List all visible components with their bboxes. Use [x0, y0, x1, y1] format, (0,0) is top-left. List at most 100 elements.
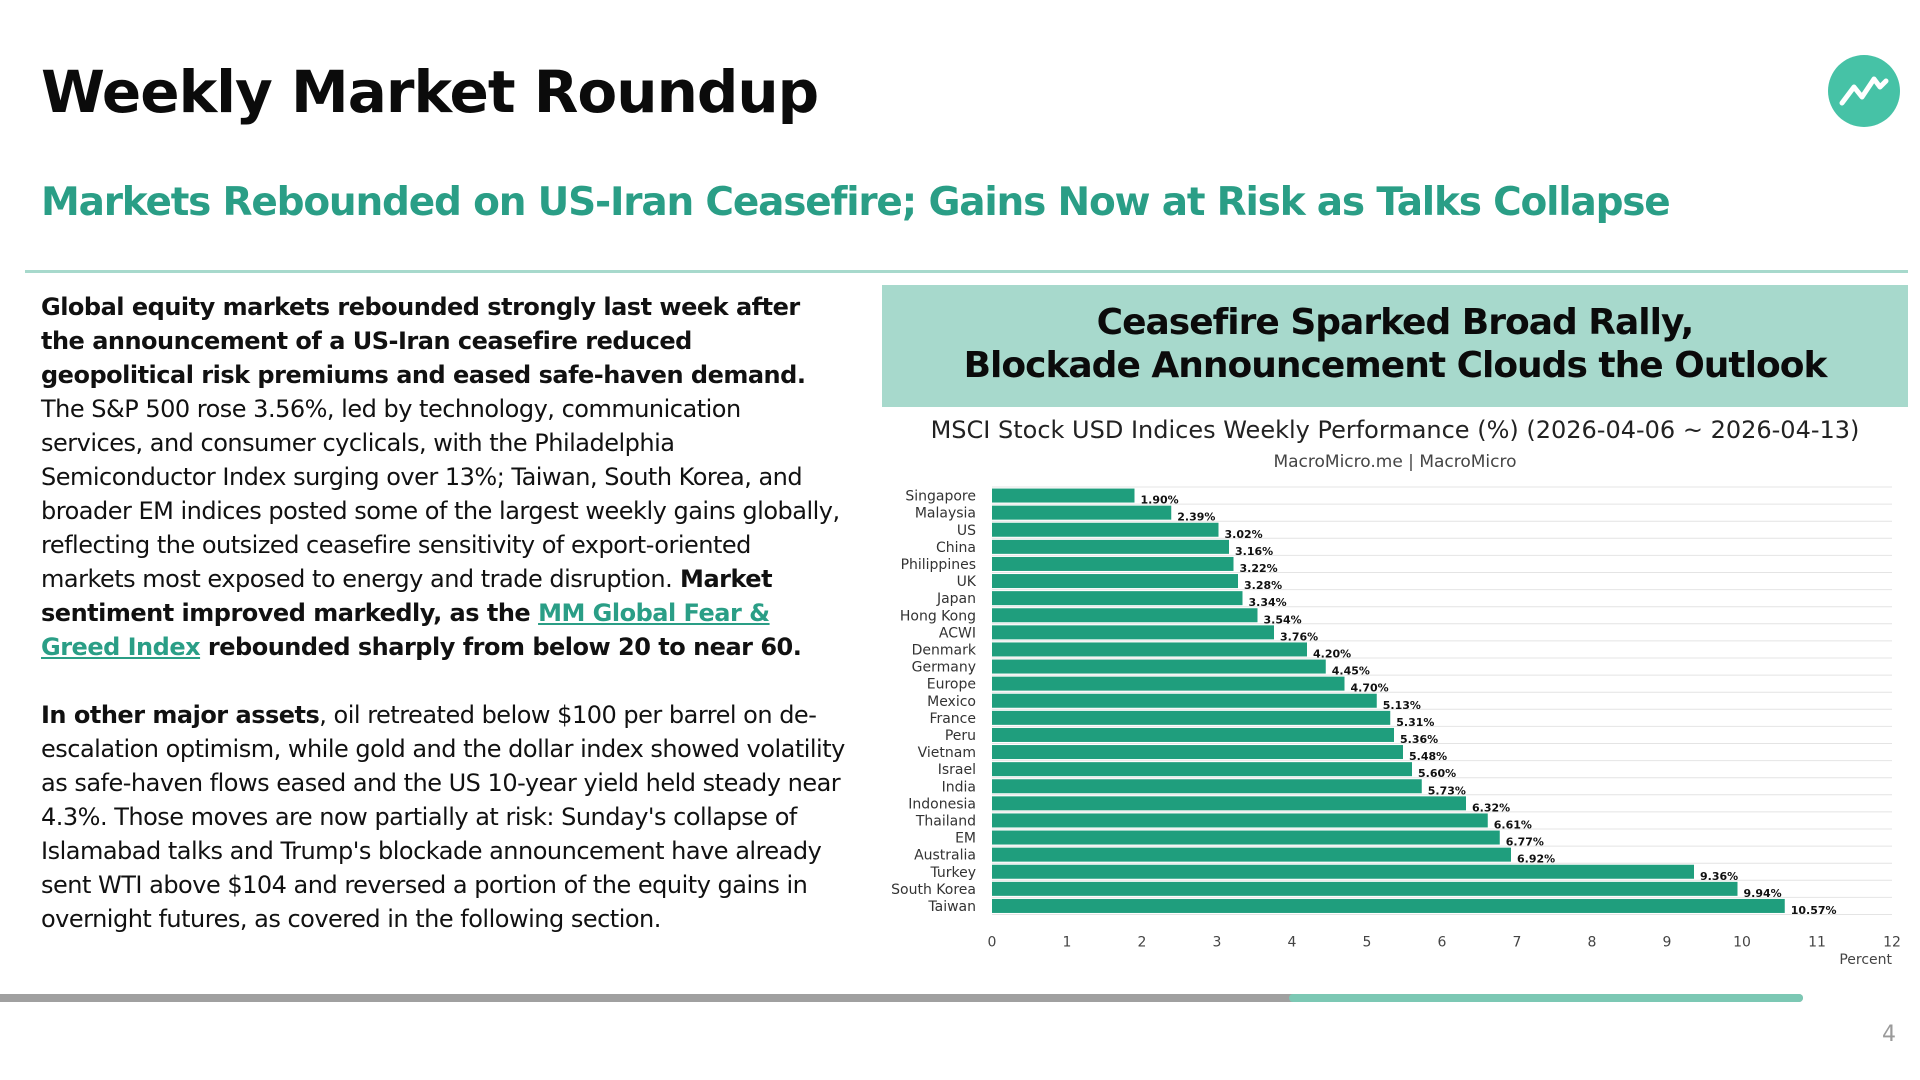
header-divider [25, 270, 1908, 273]
category-label: ACWI [939, 625, 976, 641]
data-label: 6.32% [1472, 801, 1510, 814]
bar-vietnam [992, 745, 1403, 760]
data-label: 6.61% [1494, 818, 1532, 831]
chart-bars [992, 488, 1785, 913]
x-tick-label: 6 [1438, 935, 1447, 951]
trend-line-icon [1828, 55, 1900, 127]
bar-europe [992, 676, 1345, 691]
bar-australia [992, 847, 1511, 862]
data-label: 3.16% [1235, 545, 1273, 558]
bar-hong-kong [992, 608, 1258, 623]
category-label: US [957, 523, 976, 539]
data-label: 4.20% [1313, 647, 1351, 660]
bar-indonesia [992, 796, 1466, 811]
data-label: 3.28% [1244, 579, 1282, 592]
x-tick-label: 9 [1663, 935, 1672, 951]
category-label: Singapore [905, 489, 976, 505]
data-label: 9.36% [1700, 870, 1738, 883]
page-subtitle: Markets Rebounded on US-Iran Ceasefire; … [41, 180, 1671, 225]
page-number: 4 [1882, 1022, 1896, 1047]
bar-japan [992, 591, 1243, 606]
x-tick-label: 8 [1588, 935, 1597, 951]
x-tick-label: 1 [1063, 935, 1072, 951]
paragraph-other-assets: In other major assets, oil retreated bel… [41, 698, 846, 936]
category-label: Australia [914, 848, 976, 864]
bar-uk [992, 574, 1238, 589]
fear-greed-index-link[interactable]: MM Global Fear & Greed Index [41, 599, 770, 661]
category-label: UK [957, 574, 977, 590]
x-tick-label: 3 [1213, 935, 1222, 951]
category-label: EM [955, 831, 976, 847]
category-label: Israel [938, 762, 976, 778]
chart-data-labels: 1.90% 2.39% 3.02% 3.16% 3.22% 3.28% 3.34% 3.54%… [1141, 494, 1837, 917]
deck-progress-fill [1289, 994, 1803, 1002]
bar-turkey [992, 864, 1694, 879]
x-axis-label: Percent [1839, 952, 1892, 968]
bar-denmark [992, 642, 1307, 657]
category-label: India [942, 779, 976, 795]
x-tick-label: 10 [1733, 935, 1751, 951]
category-label: Germany [912, 660, 976, 676]
category-label: South Korea [891, 882, 976, 898]
chart-source: MacroMicro.me | MacroMicro [1273, 452, 1516, 472]
data-label: 3.34% [1249, 596, 1287, 609]
data-label: 3.02% [1225, 528, 1263, 541]
p2-lead: In other major assets [41, 701, 320, 729]
data-label: 3.76% [1280, 630, 1318, 643]
p1-sentiment-end: rebounded sharply from below 20 to near … [200, 633, 802, 661]
paragraph-equities: Global equity markets rebounded strongly… [41, 290, 846, 664]
category-label: Turkey [929, 865, 976, 881]
bar-south-korea [992, 881, 1738, 896]
data-label: 6.77% [1506, 836, 1544, 849]
panel-header-line2: Blockade Announcement Clouds the Outlook [963, 345, 1828, 386]
bar-france [992, 710, 1391, 725]
category-label: China [936, 540, 976, 556]
data-label: 1.90% [1141, 494, 1179, 507]
bar-em [992, 830, 1500, 845]
data-label: 9.94% [1744, 887, 1782, 900]
bar-israel [992, 762, 1412, 777]
page-title: Weekly Market Roundup [41, 58, 819, 126]
bar-peru [992, 727, 1394, 742]
category-label: Indonesia [908, 796, 976, 812]
bar-mexico [992, 693, 1377, 708]
data-label: 3.54% [1264, 613, 1302, 626]
p1-lead: Global equity markets rebounded strongly… [41, 293, 806, 389]
p1-sentiment: Market sentiment improved markedly, as t… [41, 565, 773, 627]
bar-china [992, 539, 1229, 554]
category-label: Peru [945, 728, 976, 744]
x-tick-label: 12 [1883, 935, 1901, 951]
data-label: 5.60% [1418, 767, 1456, 780]
data-label: 4.70% [1351, 682, 1389, 695]
bar-thailand [992, 813, 1488, 828]
chart-x-ticks: 0 1 2 3 4 5 6 7 8 9 10 11 12 [988, 935, 1901, 951]
bar-malaysia [992, 505, 1172, 520]
bar-singapore [992, 488, 1135, 503]
x-tick-label: 5 [1363, 935, 1372, 951]
chart-category-labels: SingaporeMalaysiaUSChinaPhilippinesUKJap… [891, 489, 977, 915]
category-label: Malaysia [915, 506, 976, 522]
data-label: 10.57% [1791, 904, 1837, 917]
data-label: 5.31% [1396, 716, 1434, 729]
panel-header-line1: Ceasefire Sparked Broad Rally, [1096, 302, 1695, 343]
bar-germany [992, 659, 1326, 674]
category-label: Hong Kong [900, 608, 976, 624]
data-label: 6.92% [1517, 853, 1555, 866]
bar-philippines [992, 556, 1234, 571]
category-label: Taiwan [927, 899, 976, 915]
performance-bar-chart: MSCI Stock USD Indices Weekly Performanc… [891, 416, 1901, 968]
data-label: 5.36% [1400, 733, 1438, 746]
category-label: Philippines [901, 557, 976, 573]
bar-india [992, 779, 1422, 794]
p1-body: The S&P 500 rose 3.56%, led by technolog… [41, 395, 840, 593]
data-label: 2.39% [1177, 511, 1215, 524]
x-tick-label: 7 [1513, 935, 1522, 951]
category-label: Japan [936, 591, 976, 607]
data-label: 5.48% [1409, 750, 1447, 763]
category-label: Mexico [927, 694, 976, 710]
commentary-text: Global equity markets rebounded strongly… [41, 290, 846, 936]
deck-progress-track [0, 994, 1803, 1002]
p2-body: , oil retreated below $100 per barrel on… [41, 701, 845, 933]
bar-acwi [992, 625, 1274, 640]
data-label: 3.22% [1240, 562, 1278, 575]
